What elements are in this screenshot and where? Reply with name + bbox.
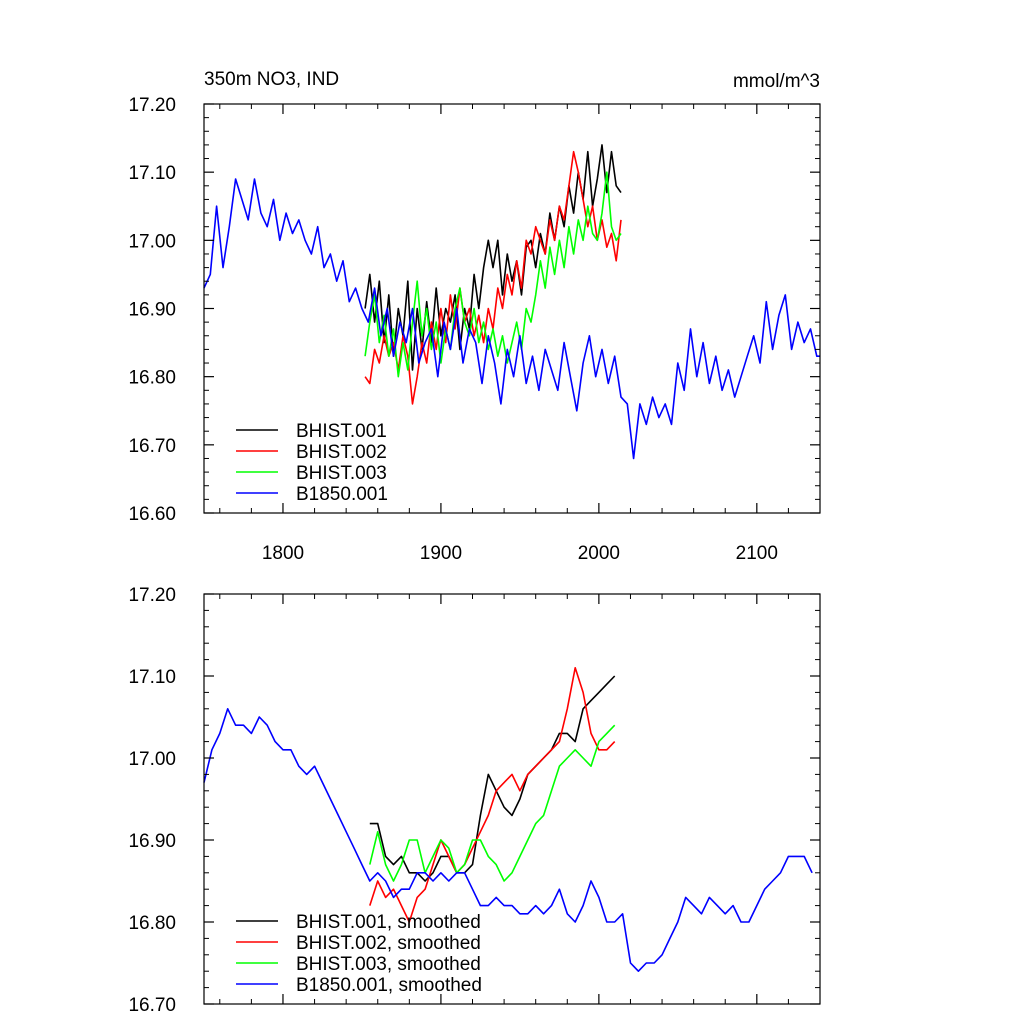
y-tick-label: 17.00	[128, 749, 176, 770]
legend-label: BHIST.001, smoothed	[296, 912, 481, 933]
legend-label: BHIST.002	[296, 442, 387, 463]
legend-label: BHIST.002, smoothed	[296, 933, 481, 954]
plot-area: 16.70 16.80 16.90 17.00 17.10 17.20 BHIST.001,…	[128, 585, 821, 1016]
y-tick-label: 16.80	[128, 368, 176, 389]
x-tick-label: 1900	[420, 543, 462, 564]
plot-area: 16.60 16.70 16.80 16.90 17.00 17.10 17.20 1800 1…	[128, 95, 821, 564]
y-tick-label: 17.10	[128, 667, 176, 688]
series-line-b1850-001	[203, 178, 820, 460]
series-line-bhist-002-smoothed	[369, 666, 616, 923]
chart-units: mmol/m^3	[733, 71, 820, 92]
legend-label: BHIST.003	[296, 463, 387, 484]
series-line-bhist-001-smoothed	[369, 675, 616, 882]
y-tick-label: 16.70	[128, 436, 176, 457]
y-tick-label: 17.20	[128, 585, 176, 606]
y-tick-label: 16.80	[128, 913, 176, 934]
legend-label: BHIST.003, smoothed	[296, 954, 481, 975]
legend-label: B1850.001	[296, 484, 388, 505]
y-tick-label: 16.70	[128, 995, 176, 1016]
y-tick-label: 17.10	[128, 163, 176, 184]
series-line-bhist-003	[364, 171, 622, 378]
legend-label: B1850.001, smoothed	[296, 975, 482, 996]
bottom-panel: 16.70 16.80 16.90 17.00 17.10 17.20 BHIST.001,…	[128, 585, 821, 1016]
chart-title: 350m NO3, IND	[204, 69, 339, 90]
top-panel: 350m NO3, IND mmol/m^3 16.6016.7016.8016…	[128, 69, 821, 564]
y-tick-label: 16.60	[128, 504, 176, 525]
legend-label: BHIST.001	[296, 421, 387, 442]
x-tick-label: 2000	[578, 543, 620, 564]
series-line-bhist-003-smoothed	[369, 724, 616, 882]
y-tick-label: 16.90	[128, 300, 176, 321]
y-tick-label: 17.20	[128, 95, 176, 116]
x-tick-label: 2100	[736, 543, 778, 564]
series-line-b1850-001-smoothed	[203, 707, 813, 973]
y-tick-label: 17.00	[128, 231, 176, 252]
plot-frame	[203, 593, 821, 1005]
x-tick-label: 1800	[262, 543, 304, 564]
y-tick-label: 16.90	[128, 831, 176, 852]
